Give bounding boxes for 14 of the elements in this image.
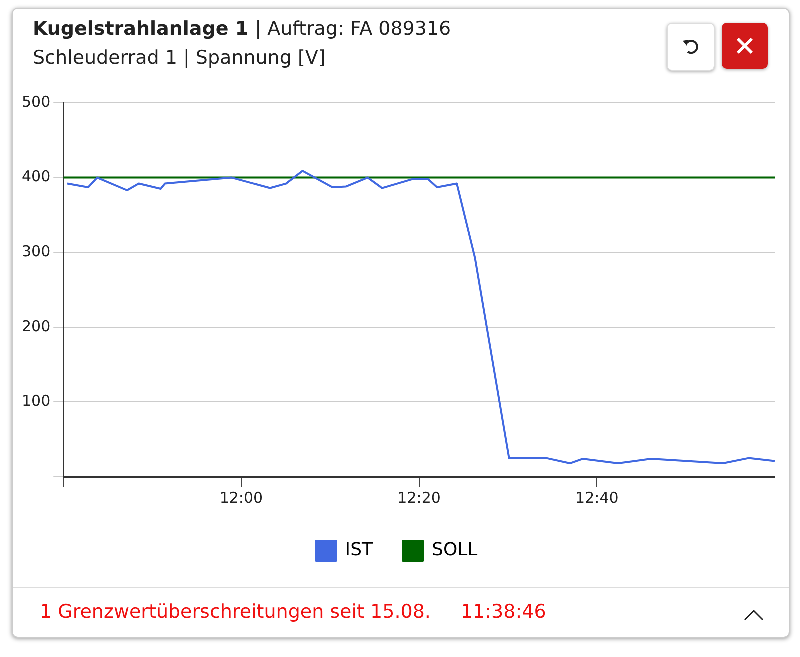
legend-label: IST — [345, 540, 374, 561]
y-tick-label: 200 — [22, 317, 51, 336]
x-tick-label: 12:20 — [398, 488, 441, 507]
y-tick-label: 400 — [22, 168, 51, 186]
x-tick-label: 12:40 — [576, 488, 619, 507]
chart-subtitle: Schleuderrad 1 | Spannung [V] — [33, 46, 327, 71]
chart-title: Kugelstrahlanlage 1 | Auftrag: FA 089316 — [33, 17, 452, 42]
x-tick-label: 12:00 — [220, 488, 264, 507]
y-tick-label: 500 — [22, 92, 51, 111]
legend-label: SOLL — [432, 540, 478, 561]
text: 1 Grenzwertüberschreitungen seit 15.08. — [40, 601, 431, 623]
text: 11:38:46 — [460, 601, 546, 623]
y-tick-label: 300 — [22, 242, 51, 260]
y-tick-label: 100 — [22, 392, 51, 410]
